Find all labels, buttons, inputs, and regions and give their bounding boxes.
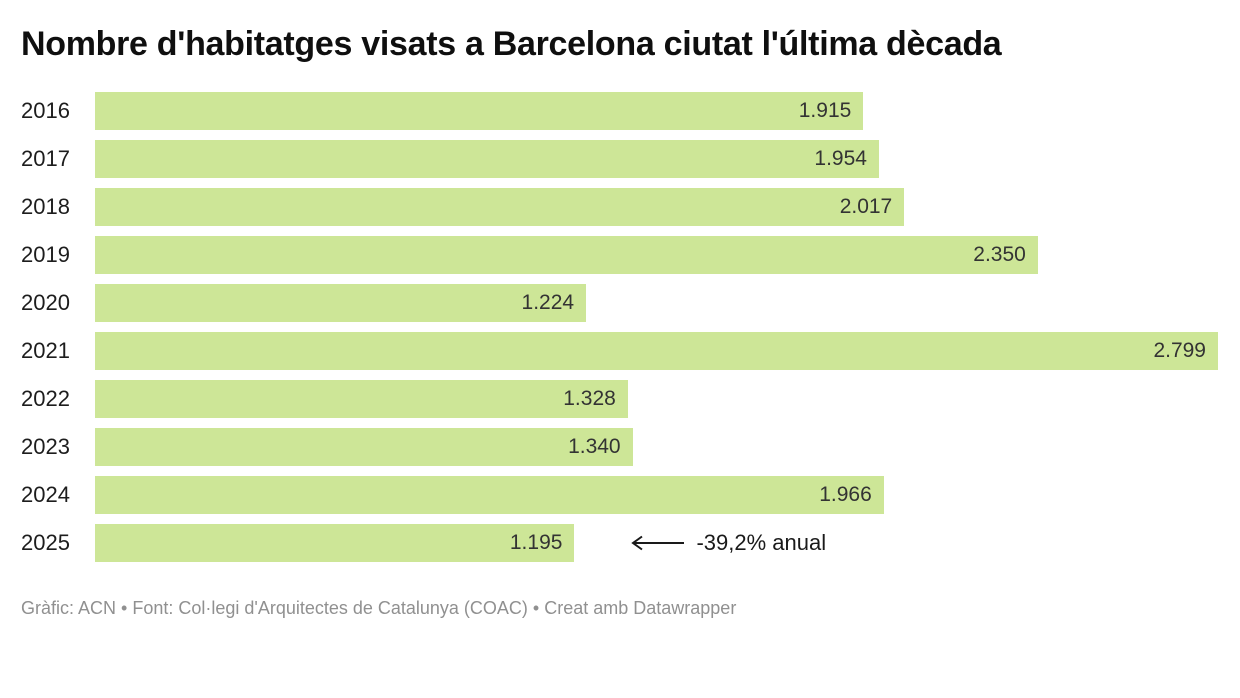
bar-2019: 2.350 <box>95 236 1038 274</box>
year-label: 2019 <box>21 242 70 267</box>
year-label: 2023 <box>21 434 70 459</box>
bar-row-2025: 2025 1.195 -39,2% anual <box>0 524 1218 562</box>
bar-chart: 2016 1.915 2017 1.954 2018 2.017 <box>0 92 1240 562</box>
year-label: 2021 <box>21 338 70 363</box>
value-label: 1.340 <box>568 435 621 458</box>
bar-2021: 2.799 <box>95 332 1218 370</box>
bar-row-2018: 2018 2.017 <box>0 188 1218 226</box>
bar-row-2023: 2023 1.340 <box>0 428 1218 466</box>
bar-row-2021: 2021 2.799 <box>0 332 1218 370</box>
value-label: 1.195 <box>509 531 563 554</box>
bar-area: 1.195 -39,2% anual <box>95 524 1218 562</box>
bar-2016: 1.915 <box>95 92 864 130</box>
year-label: 2025 <box>21 530 70 555</box>
chart-footer: Gràfic: ACN • Font: Col·legi d'Arquitect… <box>21 598 737 618</box>
bar-area: 1.328 <box>95 380 1218 418</box>
value-label: 1.954 <box>814 147 867 170</box>
bar-area: 2.799 <box>95 332 1218 370</box>
annotation-text: -39,2% anual <box>696 530 827 555</box>
bar-row-2019: 2019 2.350 <box>0 236 1218 274</box>
year-label: 2024 <box>21 482 70 507</box>
bar-area: 1.915 <box>95 92 1218 130</box>
bar-row-2016: 2016 1.915 <box>0 92 1218 130</box>
value-label: 2.350 <box>973 243 1026 266</box>
year-label: 2017 <box>21 146 70 171</box>
bar-area: 1.340 <box>95 428 1218 466</box>
value-label: 1.224 <box>521 291 575 314</box>
year-label: 2018 <box>21 194 70 219</box>
bar-2017: 1.954 <box>95 140 879 178</box>
bar-2024: 1.966 <box>95 476 884 514</box>
bar-2023: 1.340 <box>95 428 633 466</box>
value-label: 2.799 <box>1153 339 1206 362</box>
value-label: 2.017 <box>839 195 893 218</box>
bar-area: 2.017 <box>95 188 1218 226</box>
value-label: 1.966 <box>819 483 872 506</box>
bar-2020: 1.224 <box>95 284 587 322</box>
year-label: 2016 <box>21 98 70 123</box>
year-label: 2020 <box>21 290 70 315</box>
bar-row-2020: 2020 1.224 <box>0 284 1218 322</box>
bar-area: 1.954 <box>95 140 1218 178</box>
chart-title: Nombre d'habitatges visats a Barcelona c… <box>21 25 1002 63</box>
bar-row-2017: 2017 1.954 <box>0 140 1218 178</box>
bar-area: 2.350 <box>95 236 1218 274</box>
long-left-arrow-icon <box>631 535 685 551</box>
value-label: 1.328 <box>563 387 616 410</box>
annotation: -39,2% anual <box>630 530 826 556</box>
year-label: 2022 <box>21 386 70 411</box>
bar-2018: 2.017 <box>95 188 905 226</box>
bar-2025: 1.195 <box>95 524 575 562</box>
bar-row-2024: 2024 1.966 <box>0 476 1218 514</box>
value-label: 1.915 <box>798 99 852 122</box>
bar-2022: 1.328 <box>95 380 628 418</box>
bar-area: 1.224 <box>95 284 1218 322</box>
bar-row-2022: 2022 1.328 <box>0 380 1218 418</box>
bar-area: 1.966 <box>95 476 1218 514</box>
